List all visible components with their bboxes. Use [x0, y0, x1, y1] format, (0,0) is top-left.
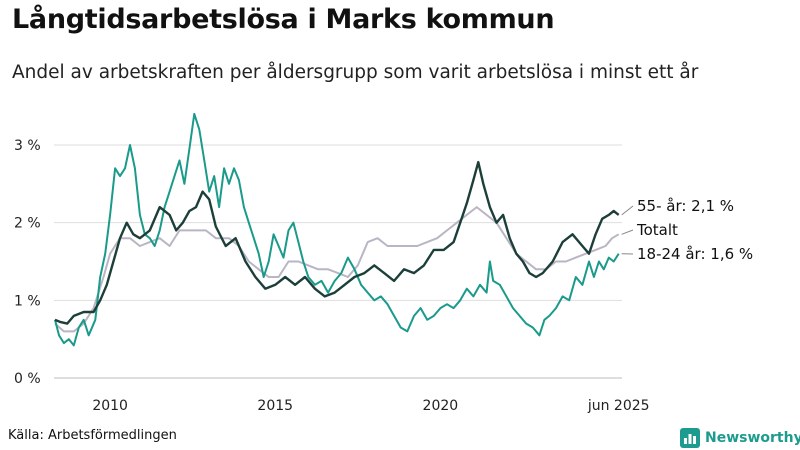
- x-tick-label: 2015: [257, 398, 293, 414]
- gridlines: [54, 144, 622, 379]
- y-axis-ticks: 0 % 1 % 2 % 3 %: [14, 138, 41, 387]
- x-tick-label: 2010: [92, 398, 128, 414]
- x-tick-label: jun 2025: [587, 398, 650, 414]
- series-lines: [54, 112, 620, 347]
- chart-title: Långtidsarbetslösa i Marks kommun: [12, 4, 555, 35]
- label-leader-total: [621, 229, 634, 235]
- x-tick-label: 2020: [423, 398, 459, 414]
- series-line-young: [54, 112, 620, 347]
- brand-logo: Newsworthy: [680, 428, 800, 448]
- newsworthy-logo-icon: [680, 428, 700, 448]
- series-label-total: Totalt: [636, 221, 678, 239]
- source-note: Källa: Arbetsförmedlingen: [8, 428, 177, 443]
- label-leader-older: [621, 205, 634, 216]
- y-tick-label: 3 %: [14, 138, 41, 154]
- y-tick-label: 1 %: [14, 293, 41, 309]
- chart-subtitle: Andel av arbetskraften per åldersgrupp s…: [12, 62, 699, 83]
- brand-name: Newsworthy: [705, 430, 800, 446]
- series-end-labels: Totalt 55- år: 2,1 % 18-24 år: 1,6 %: [621, 197, 753, 263]
- series-line-older: [54, 160, 620, 325]
- series-label-older: 55- år: 2,1 %: [637, 197, 734, 215]
- x-axis-ticks: 2010 2015 2020 jun 2025: [92, 398, 649, 414]
- series-label-young: 18-24 år: 1,6 %: [637, 245, 753, 263]
- y-tick-label: 0 %: [14, 371, 41, 387]
- line-chart: 0 % 1 % 2 % 3 % 2010 2015 2020 jun 2025 Totalt…: [14, 112, 753, 414]
- series-line-total: [54, 206, 620, 333]
- y-tick-label: 2 %: [14, 216, 41, 232]
